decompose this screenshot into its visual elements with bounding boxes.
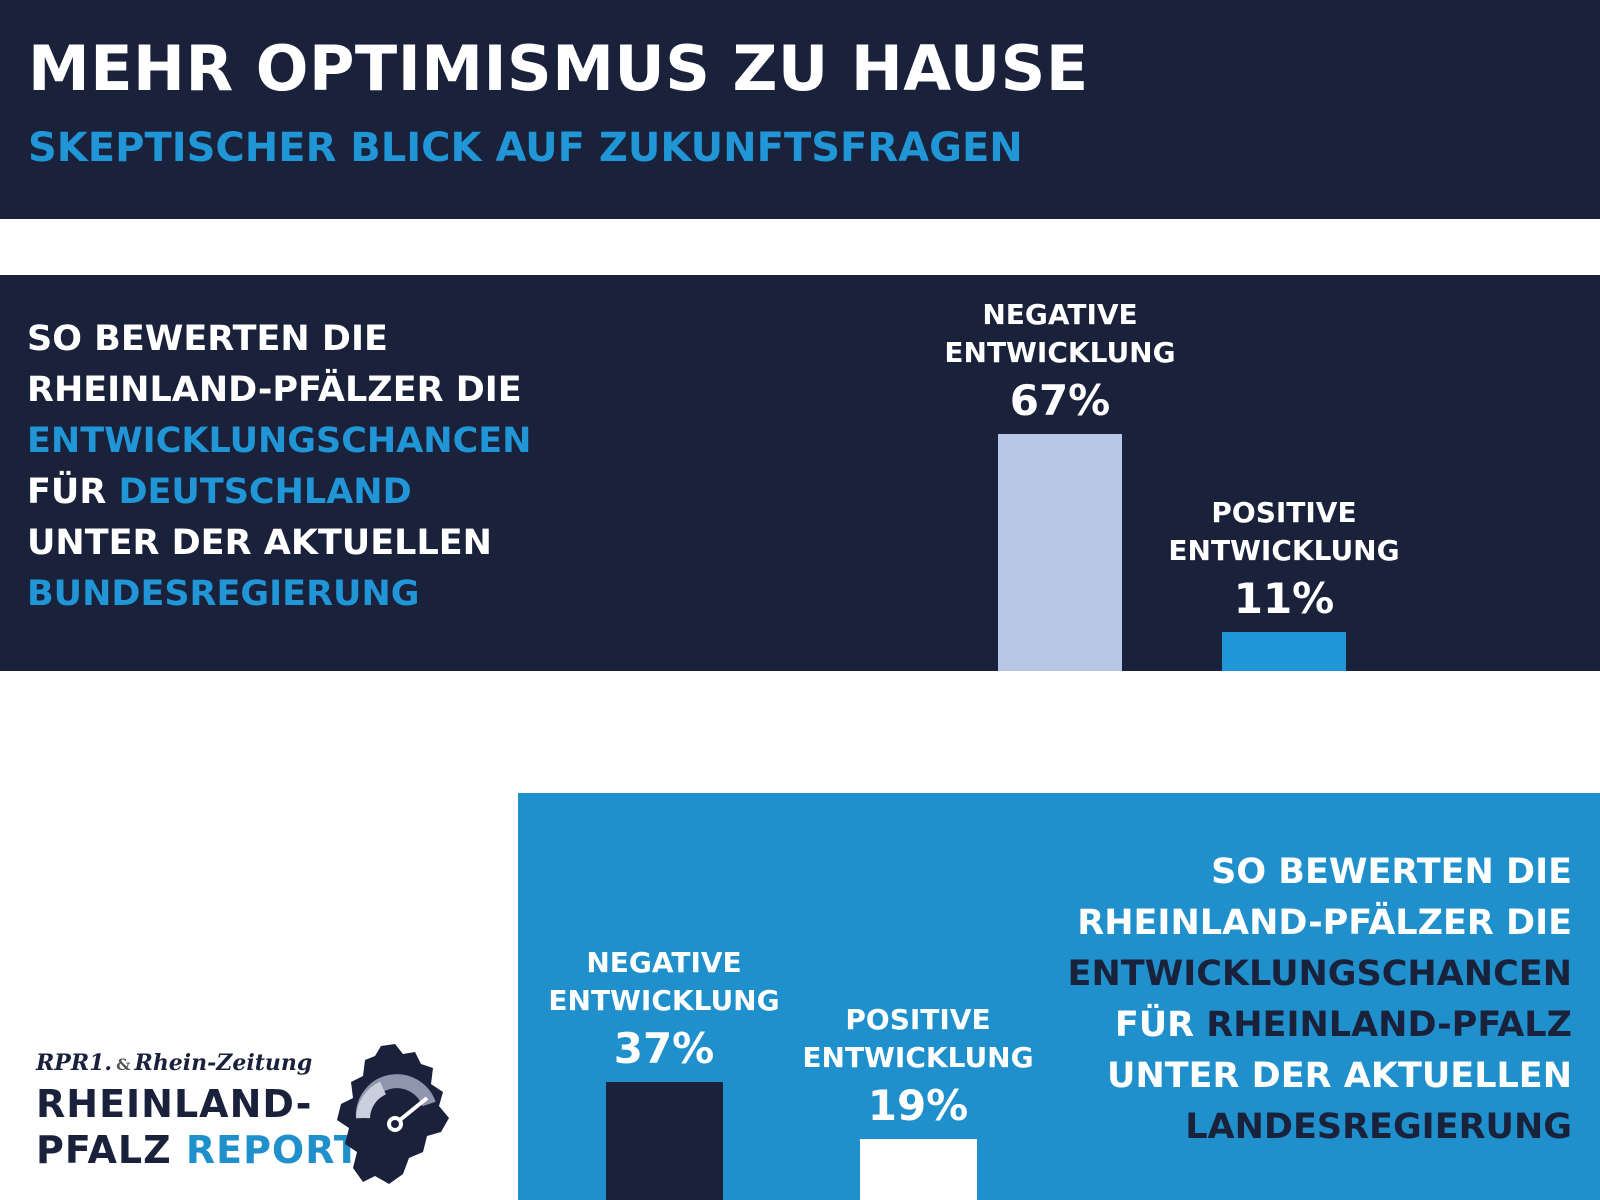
chart-value-label: 11%: [1233, 574, 1335, 624]
chart-value-label: 37%: [613, 1024, 715, 1073]
chart-category-label: NEGATIVE ENTWICKLUNG: [534, 944, 794, 1020]
question-line-highlight: RHEINLAND-PFALZ: [1206, 1005, 1572, 1045]
logo-rpr1: RPR1.: [36, 1050, 113, 1076]
chart-category-label-line: ENTWICKLUNG: [548, 984, 780, 1017]
question-line: RHEINLAND-PFÄLZER DIE: [1077, 903, 1572, 943]
panel-germany: [0, 275, 1600, 671]
chart-bar: [1222, 632, 1346, 671]
chart-category-label-line: NEGATIVE: [586, 946, 742, 979]
panel-germany-question: SO BEWERTEN DIE RHEINLAND-PFÄLZER DIE EN…: [27, 314, 531, 620]
question-line-highlight: DEUTSCHLAND: [118, 472, 412, 512]
question-line: SO BEWERTEN DIE: [27, 319, 388, 359]
chart-category-label-line: NEGATIVE: [982, 298, 1138, 331]
chart-bar: [605, 1082, 723, 1200]
panel-rlp-question: SO BEWERTEN DIE RHEINLAND-PFÄLZER DIE EN…: [1068, 847, 1572, 1153]
logo-wordmark-line2: PFALZ REPORT: [36, 1128, 361, 1172]
question-line: FÜR: [27, 472, 119, 512]
question-line: UNTER DER AKTUELLEN: [27, 523, 492, 563]
page-subtitle: SKEPTISCHER BLICK AUF ZUKUNFTSFRAGEN: [28, 125, 1023, 171]
logo-wordmark-line1: RHEINLAND-: [36, 1082, 313, 1126]
question-line: UNTER DER AKTUELLEN: [1107, 1056, 1572, 1096]
question-line: SO BEWERTEN DIE: [1211, 852, 1572, 892]
rlp-map-icon: [337, 1044, 449, 1184]
chart-value-label: 67%: [1009, 376, 1111, 425]
question-line: RHEINLAND-PFÄLZER DIE: [27, 370, 522, 410]
chart-bar: [859, 1139, 977, 1200]
chart-category-label: NEGATIVE ENTWICKLUNG: [930, 296, 1190, 372]
question-line-highlight: BUNDESREGIERUNG: [27, 574, 420, 614]
logo-partner-line: RPR1. & Rhein-Zeitung: [36, 1050, 312, 1076]
chart-bar: [998, 434, 1122, 671]
chart-category-label-line: ENTWICKLUNG: [944, 336, 1176, 369]
logo-rhein-zeitung: Rhein-Zeitung: [134, 1050, 313, 1076]
logo-wordmark-report: REPORT: [185, 1128, 361, 1172]
page-title: MEHR OPTIMISMUS ZU HAUSE: [28, 32, 1089, 105]
question-line-highlight: LANDESREGIERUNG: [1185, 1107, 1572, 1147]
question-line-highlight: ENTWICKLUNGSCHANCEN: [27, 421, 532, 461]
question-line: FÜR: [1114, 1005, 1207, 1045]
chart-category-label-line: POSITIVE: [1211, 496, 1357, 530]
chart-category-label: POSITIVE ENTWICKLUNG: [788, 1001, 1048, 1077]
logo-wordmark-pfalz: PFALZ: [36, 1128, 186, 1172]
chart-value-label: 19%: [867, 1081, 969, 1131]
chart-category-label-line: ENTWICKLUNG: [802, 1041, 1034, 1075]
brand-logo: RPR1. & Rhein-Zeitung RHEINLAND- PFALZ REP…: [36, 1044, 456, 1188]
logo-ampersand: &: [116, 1055, 131, 1074]
chart-category-label-line: POSITIVE: [845, 1003, 991, 1037]
header-band: MEHR OPTIMISMUS ZU HAUSE SKEPTISCHER BLI…: [0, 0, 1600, 219]
chart-category-label-line: ENTWICKLUNG: [1168, 534, 1400, 568]
question-line-highlight: ENTWICKLUNGSCHANCEN: [1067, 954, 1572, 994]
chart-category-label: POSITIVE ENTWICKLUNG: [1154, 494, 1414, 570]
